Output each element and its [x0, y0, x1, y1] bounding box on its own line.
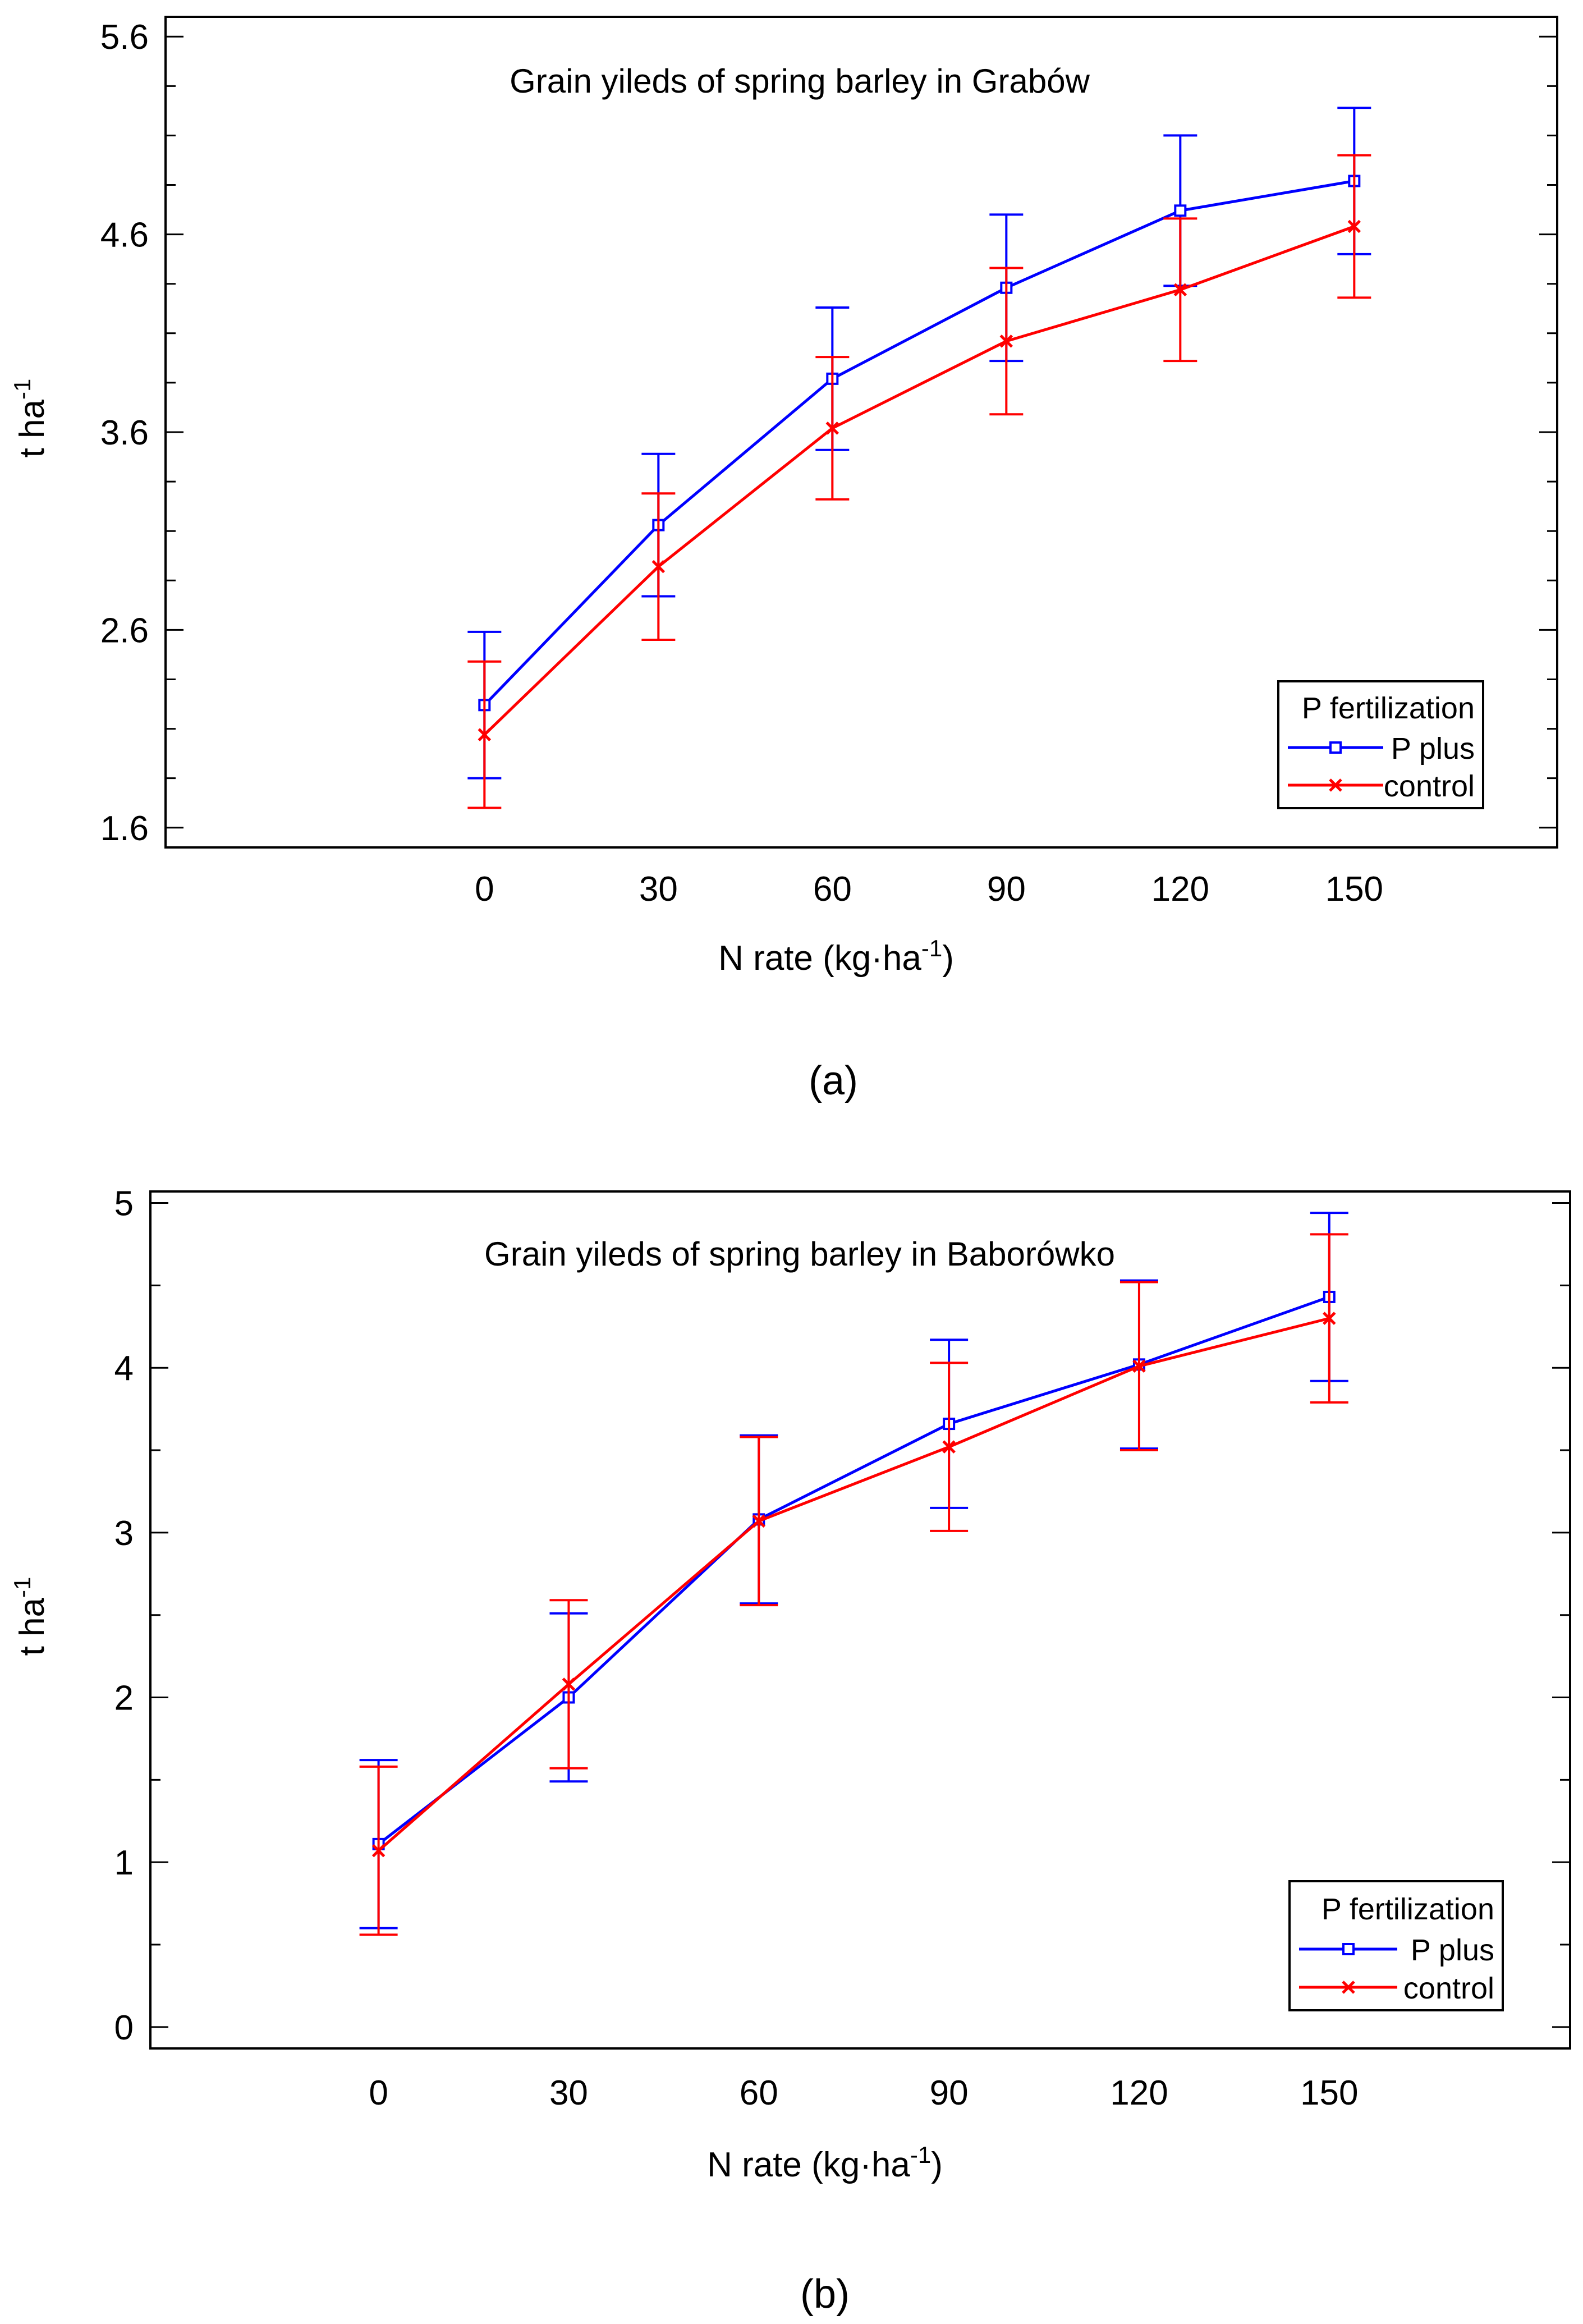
x-axis-title: N rate (kg·ha-1): [718, 935, 954, 978]
x-tick-label: 30: [639, 870, 678, 909]
data-point: [651, 560, 666, 574]
series-line: [483, 225, 1355, 736]
series-line: [483, 180, 1355, 707]
y-tick-label: 0: [114, 2009, 134, 2047]
tick-marks: [150, 1202, 1570, 2028]
y-tick-labels: 0 1 2 3 4 5: [114, 1185, 134, 2047]
x-tick-label: 90: [987, 870, 1026, 909]
y-tick-label: 1.6: [100, 809, 149, 848]
chart-title: Grain yileds of spring barley in Baborów…: [484, 1235, 1115, 1273]
tick-marks: [166, 35, 1557, 829]
legend-label-control: control: [1403, 1972, 1494, 2005]
chart-b: 0 1 2 3 4 5 0 30 60 90 120 150 Grain yileds of spr…: [9, 1185, 1571, 2317]
panel-label-a: (a): [809, 1058, 858, 1103]
y-tick-label: 3: [114, 1514, 134, 1553]
legend-box: [1277, 680, 1484, 809]
x-tick-label: 120: [1110, 2074, 1168, 2112]
y-tick-label: 3.6: [100, 414, 149, 452]
data-point: [371, 1844, 386, 1858]
panel-label-b: (b): [800, 2272, 850, 2317]
y-axis-title: t ha-1: [9, 1577, 52, 1656]
data-point: [1347, 219, 1361, 233]
legend-marker-control: [1342, 1981, 1355, 1994]
x-tick-label: 120: [1151, 870, 1209, 909]
legend-box: [1288, 1880, 1504, 2011]
series-control: [467, 154, 1371, 809]
data-point: [825, 421, 839, 435]
x-tick-labels: 0 30 60 90 120 150: [475, 870, 1383, 909]
y-tick-label: 5.6: [100, 18, 149, 57]
x-tick-label: 60: [813, 870, 852, 909]
data-point: [478, 728, 492, 741]
legend: P fertilization P plus control: [1288, 1880, 1504, 2011]
x-tick-label: 30: [549, 2074, 588, 2112]
y-tick-label: 5: [114, 1185, 134, 1223]
legend-label-control: control: [1384, 769, 1475, 803]
legend-label-p-plus: P plus: [1411, 1933, 1494, 1967]
y-axis-title: t ha-1: [9, 379, 52, 458]
x-tick-label: 90: [930, 2074, 969, 2112]
y-tick-label: 2.6: [100, 611, 149, 650]
data-point: [942, 1440, 956, 1454]
y-tick-labels: 1.6 2.6 3.6 4.6 5.6: [100, 18, 149, 848]
data-point: [562, 1677, 576, 1691]
series-group: [467, 107, 1371, 809]
series-line: [378, 1295, 1330, 1845]
legend-label-p-plus: P plus: [1391, 732, 1475, 766]
x-tick-label: 150: [1325, 870, 1383, 909]
x-axis-title: N rate (kg·ha-1): [707, 2142, 943, 2184]
plot-frame: [149, 1190, 1571, 2050]
x-tick-label: 150: [1300, 2074, 1358, 2112]
data-point: [1323, 1312, 1336, 1325]
x-tick-label: 0: [475, 870, 494, 909]
legend-marker-p-plus: [1342, 1943, 1355, 1955]
series-control: [359, 1233, 1348, 1936]
data-point: [1174, 204, 1187, 217]
x-tick-label: 0: [369, 2074, 388, 2112]
chart-title: Grain yileds of spring barley in Grabów: [510, 62, 1090, 100]
legend-marker-p-plus: [1329, 741, 1342, 754]
y-tick-label: 1: [114, 1844, 134, 1882]
legend: P fertilization P plus control: [1277, 680, 1484, 809]
x-tick-label: 60: [740, 2074, 778, 2112]
data-point: [1132, 1359, 1146, 1373]
legend-title: P fertilization: [1322, 1892, 1494, 1926]
data-point: [1173, 283, 1187, 297]
data-point: [752, 1514, 766, 1528]
y-tick-label: 4: [114, 1349, 134, 1388]
data-point: [999, 334, 1013, 348]
legend-marker-control: [1329, 778, 1342, 792]
y-tick-label: 2: [114, 1679, 134, 1718]
series-group: [359, 1212, 1348, 1936]
legend-title: P fertilization: [1302, 691, 1475, 725]
x-tick-labels: 0 30 60 90 120 150: [369, 2074, 1358, 2112]
series-line: [377, 1317, 1330, 1852]
chart-a: 1.6 2.6 3.6 4.6 5.6 0 30 60 90 120 150 Grain yile…: [9, 16, 1558, 1103]
y-tick-label: 4.6: [100, 216, 149, 255]
